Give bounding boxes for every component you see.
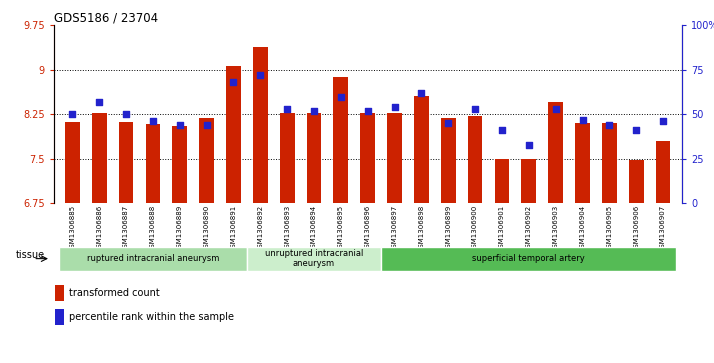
Point (228, 79, 239, 85)
Bar (548, 102, 563, 203)
Text: tissue: tissue (16, 249, 45, 260)
Point (577, 117, 588, 123)
Point (335, 94, 346, 99)
Text: unruptured intracranial
aneurysm: unruptured intracranial aneurysm (265, 249, 363, 268)
Text: percentile rank within the sample: percentile rank within the sample (69, 312, 233, 322)
Bar (629, 160, 643, 203)
Bar (441, 118, 456, 203)
Point (469, 106, 481, 112)
Bar (333, 77, 348, 203)
Point (255, 72, 266, 78)
Point (550, 106, 561, 112)
Bar (172, 126, 187, 203)
Bar (495, 159, 509, 203)
Point (201, 122, 212, 128)
Point (362, 108, 373, 114)
Text: GDS5186 / 23704: GDS5186 / 23704 (54, 11, 158, 24)
Text: transformed count: transformed count (69, 288, 159, 298)
Point (603, 122, 615, 128)
Bar (146, 125, 160, 203)
Bar (280, 113, 295, 203)
Point (630, 127, 642, 133)
Bar (55, 285, 64, 301)
Bar (92, 113, 106, 203)
Bar (387, 113, 402, 203)
Point (174, 122, 186, 128)
Text: ruptured intracranial aneurysm: ruptured intracranial aneurysm (86, 254, 219, 263)
Point (281, 106, 293, 112)
Point (389, 104, 401, 110)
Bar (521, 159, 536, 203)
Bar (468, 116, 483, 203)
Point (416, 90, 427, 96)
Bar (306, 113, 321, 203)
Bar (602, 123, 617, 203)
Point (496, 127, 508, 133)
Point (308, 108, 320, 114)
Bar (226, 66, 241, 203)
Bar (65, 122, 80, 203)
Point (658, 119, 669, 125)
Bar (381, 247, 676, 271)
Bar (55, 309, 64, 325)
Bar (414, 96, 429, 203)
Bar (247, 247, 381, 271)
Bar (199, 118, 214, 203)
Point (121, 111, 132, 117)
Point (94, 99, 105, 105)
Point (443, 120, 454, 126)
Bar (119, 122, 134, 203)
Bar (253, 47, 268, 203)
Point (523, 142, 535, 147)
Point (147, 119, 159, 125)
Bar (575, 123, 590, 203)
Bar (655, 141, 670, 203)
Bar (59, 247, 247, 271)
Text: superficial temporal artery: superficial temporal artery (473, 254, 585, 263)
Bar (361, 113, 375, 203)
Point (66, 111, 78, 117)
